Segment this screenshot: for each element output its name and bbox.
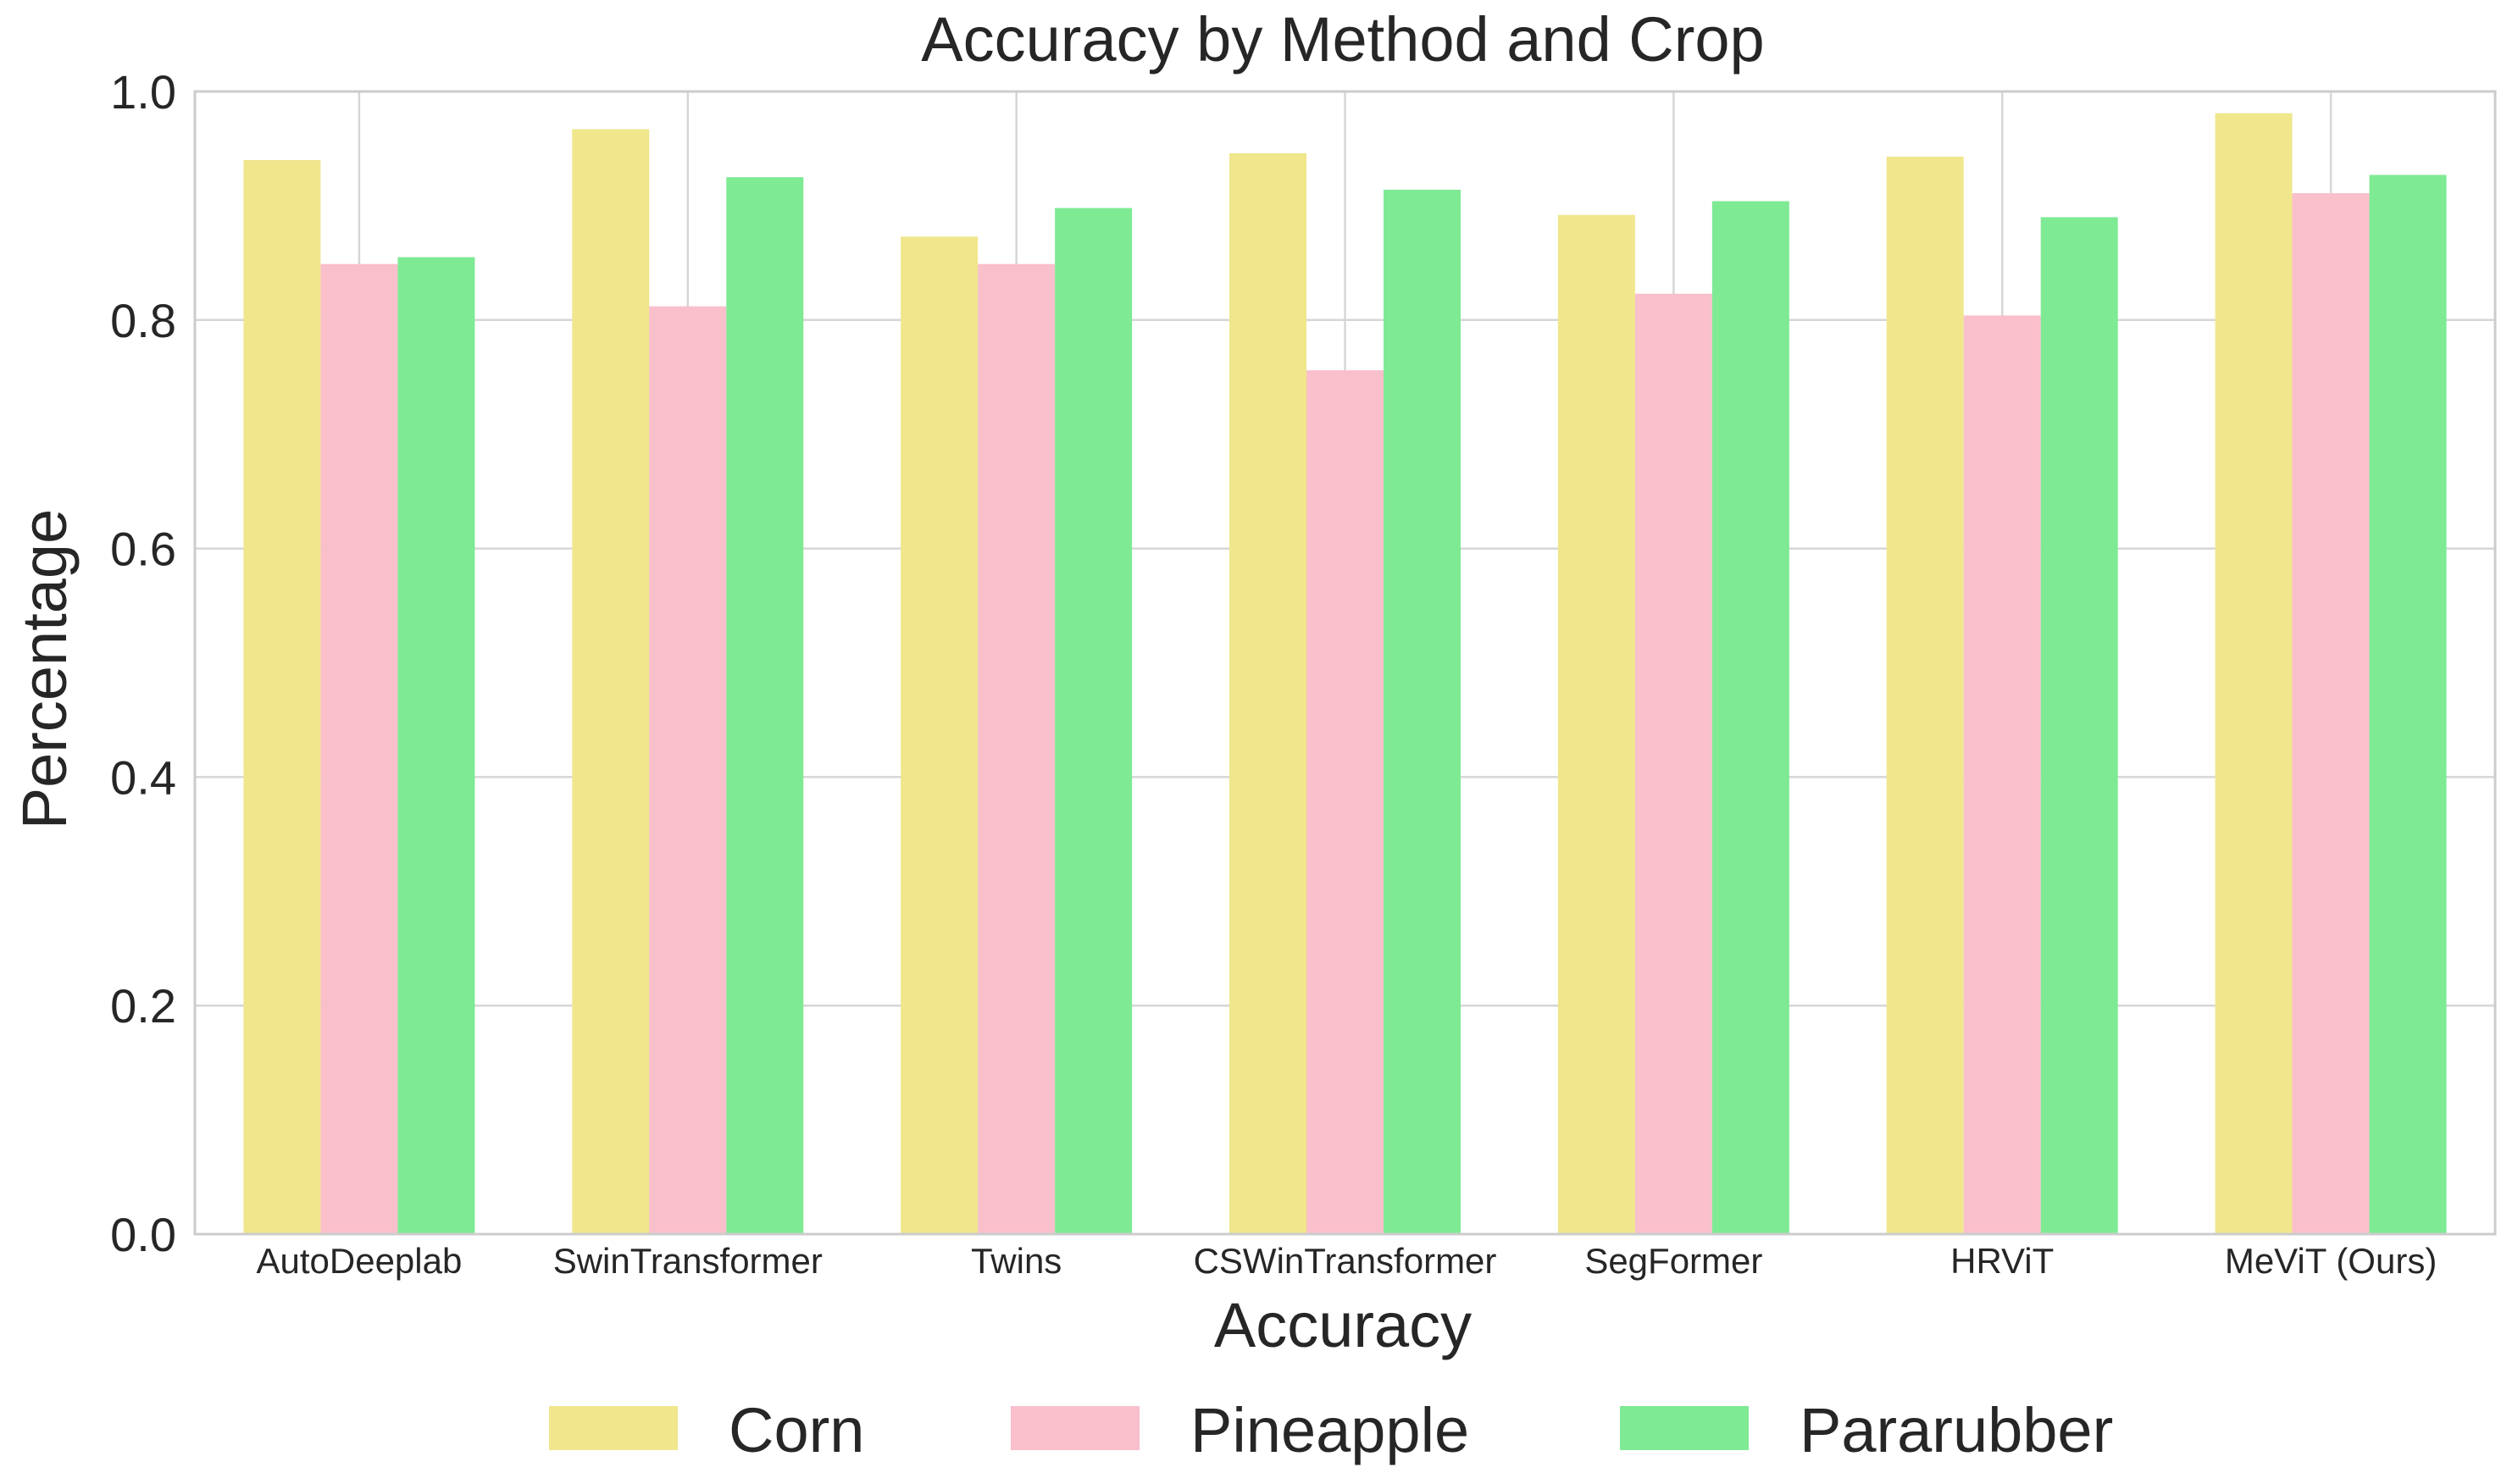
legend-label-corn: Corn	[729, 1395, 864, 1465]
bar-pineapple-3	[978, 263, 1056, 1235]
y-tick-label: 1.0	[110, 65, 176, 119]
bar-pineapple-5	[1634, 293, 1712, 1235]
plot-frame	[193, 90, 2497, 1236]
bar-corn-5	[1557, 214, 1635, 1234]
legend-item-pineapple: Pineapple	[1011, 1395, 1469, 1465]
legend-swatch-pineapple	[1011, 1406, 1140, 1450]
bar-pineapple-1	[320, 263, 398, 1235]
legend-swatch-corn	[549, 1406, 678, 1450]
x-tick-label: CSWinTransformer	[1194, 1241, 1497, 1281]
bar-pineapple-7	[2292, 193, 2370, 1234]
bar-pararubber-6	[2040, 217, 2118, 1234]
y-tick-label: 0.2	[110, 979, 176, 1033]
chart-title: Accuracy by Method and Crop	[921, 4, 1764, 75]
legend-item-pararubber: Pararubber	[1620, 1395, 2113, 1465]
legend: Corn Pineapple Pararubber	[549, 1395, 2113, 1465]
y-tick-label: 0.0	[110, 1208, 176, 1261]
x-tick-label: Twins	[971, 1241, 1062, 1281]
legend-item-corn: Corn	[549, 1395, 864, 1465]
bar-corn-6	[1886, 156, 1964, 1234]
bar-pararubber-1	[397, 257, 475, 1235]
legend-label-pineapple: Pineapple	[1190, 1395, 1469, 1465]
bar-pararubber-3	[1055, 208, 1133, 1234]
y-tick-label: 0.4	[110, 750, 176, 804]
bar-corn-7	[2215, 113, 2293, 1235]
x-tick-label: SwinTransformer	[553, 1241, 823, 1281]
bar-corn-4	[1229, 152, 1306, 1235]
bar-pineapple-6	[1963, 315, 2041, 1234]
bar-pararubber-7	[2369, 174, 2447, 1234]
bar-pararubber-4	[1384, 190, 1461, 1234]
bar-corn-3	[901, 236, 979, 1234]
legend-swatch-pararubber	[1620, 1406, 1749, 1450]
bar-pineapple-4	[1306, 370, 1384, 1234]
x-tick-label: SegFormer	[1584, 1241, 1762, 1281]
y-tick-label: 0.8	[110, 294, 176, 347]
bar-pararubber-2	[726, 177, 804, 1234]
y-tick-label: 0.6	[110, 523, 176, 576]
x-tick-label: HRViT	[1950, 1241, 2054, 1281]
x-axis-label: Accuracy	[1214, 1290, 1472, 1360]
x-tick-label: MeViT (Ours)	[2225, 1241, 2437, 1281]
y-axis-label: Percentage	[9, 509, 80, 830]
x-tick-label: AutoDeeplab	[256, 1241, 462, 1281]
bar-corn-1	[243, 159, 321, 1235]
plot-area: 0.0 0.2 0.4 0.6 0.8 1.0 AutoDeeplab SwinTransfo…	[110, 65, 2497, 1281]
bar-pineapple-2	[649, 306, 727, 1234]
legend-label-pararubber: Pararubber	[1800, 1395, 2113, 1465]
bar-corn-2	[572, 129, 650, 1235]
bar-pararubber-5	[1711, 201, 1789, 1234]
